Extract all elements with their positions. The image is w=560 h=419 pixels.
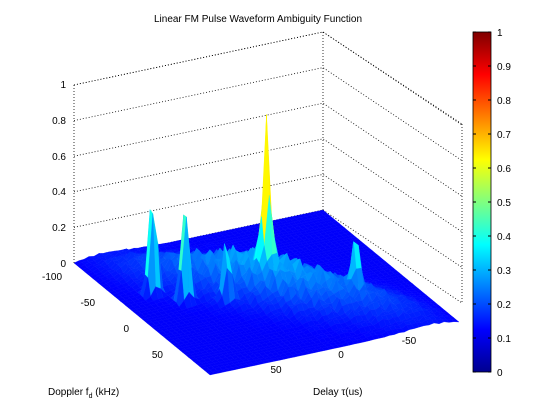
- doppler-tick-label: -50: [81, 298, 96, 309]
- delay-tick-label: 50: [270, 365, 282, 376]
- delay-tick-label: -50: [402, 336, 417, 347]
- back-right-floor-edge: [322, 209, 463, 304]
- z-tick-label: 0: [60, 259, 66, 270]
- z-grid-line: [73, 102, 463, 197]
- colorbar-tick-label: 0: [497, 368, 503, 379]
- colorbar-tick-label: 0.2: [497, 300, 511, 311]
- colorbar-tick-label: 0.1: [497, 334, 511, 345]
- doppler-tick-label: 50: [152, 350, 164, 361]
- z-tick-label: 0.4: [52, 187, 66, 198]
- doppler-axis: -100 -50 0 50: [42, 272, 163, 361]
- colorbar-tick-label: 0.6: [497, 164, 511, 175]
- colorbar-ticks: 0 0.1 0.2 0.3 0.4 0.5 0.6 0.7 0.8 0.9 1: [473, 28, 511, 379]
- colorbar-tick-label: 0.7: [497, 130, 511, 141]
- colorbar-tick-label: 0.5: [497, 198, 511, 209]
- z-grid-line: [73, 67, 463, 161]
- z-tick-label: 0.8: [52, 116, 66, 127]
- z-tick-label: 0.2: [52, 223, 66, 234]
- doppler-axis-label: Doppler fd (kHz): [48, 387, 119, 400]
- colorbar-tick-label: 0.4: [497, 232, 511, 243]
- delay-axis: 50 0 -50: [270, 336, 416, 376]
- colorbar-tick-label: 1: [497, 28, 503, 39]
- z-tick-label: 0.6: [52, 152, 66, 163]
- surface-face: [206, 371, 216, 376]
- colorbar: 0 0.1 0.2 0.3 0.4 0.5 0.6 0.7 0.8 0.9 1: [472, 28, 511, 379]
- colorbar-tick-label: 0.8: [497, 96, 511, 107]
- colorbar-tick-label: 0.9: [497, 62, 511, 73]
- z-grid-lines: [73, 31, 463, 268]
- chart-title: Linear FM Pulse Waveform Ambiguity Funct…: [154, 14, 362, 25]
- delay-axis-label: Delay τ(us): [313, 387, 363, 398]
- z-axis: 0 0.2 0.4 0.6 0.8 1: [52, 80, 66, 270]
- z-grid-line: [73, 138, 463, 233]
- doppler-tick-label: -100: [42, 272, 62, 283]
- z-grid-line: [73, 173, 463, 268]
- doppler-tick-label: 0: [123, 324, 129, 335]
- delay-tick-label: 0: [338, 350, 344, 361]
- surface-mesh: [73, 114, 460, 376]
- z-grid-line: [73, 31, 463, 126]
- colorbar-tick-label: 0.3: [497, 266, 511, 277]
- z-tick-label: 1: [60, 80, 66, 91]
- grid-lines: [73, 31, 463, 304]
